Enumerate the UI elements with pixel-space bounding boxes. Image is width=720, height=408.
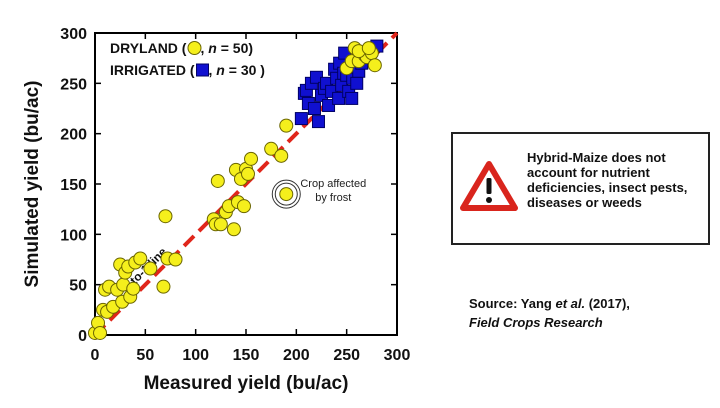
warning-triangle-icon — [460, 161, 518, 211]
legend-dryland-label: DRYLAND ( , n = 50) — [110, 40, 253, 56]
irrigated-point — [322, 98, 336, 112]
callout-box: Hybrid-Maize does not account for nutrie… — [451, 132, 710, 245]
legend-dryland-marker — [187, 41, 202, 55]
dryland-point — [367, 58, 382, 73]
dryland-point — [244, 151, 259, 166]
legend-irrigated-label: IRRIGATED ( , n = 30 ) — [110, 62, 265, 78]
x-tick-label: 100 — [182, 347, 209, 364]
frost-point — [279, 187, 294, 202]
x-tick-label: 0 — [91, 347, 100, 364]
legend: DRYLAND ( , n = 50) IRRIGATED ( , n = 30 … — [110, 40, 265, 78]
dryland-point — [133, 251, 148, 266]
dryland-point — [274, 148, 289, 163]
dryland-point — [168, 252, 183, 267]
dryland-point — [210, 173, 225, 188]
dryland-point — [241, 166, 256, 181]
callout-text: Hybrid-Maize does not account for nutrie… — [527, 150, 688, 210]
frost-label-line1: Crop affected — [300, 178, 366, 190]
one-to-one-line — [93, 31, 399, 337]
irrigated-point — [307, 102, 321, 115]
tick-labels: 0 50 100 150 200 250 300 0 50 100 150 200 250 300 — [60, 26, 410, 364]
source-line-1: Source: Yang et al. (2017), — [469, 294, 719, 313]
legend-irrigated-marker — [196, 63, 210, 77]
frost-ring-inner — [274, 182, 298, 206]
x-tick-label: 300 — [384, 347, 411, 364]
x-axis-label: Measured yield (bu/ac) — [144, 373, 349, 394]
source-year: (2017), — [585, 296, 630, 311]
dryland-point — [279, 118, 294, 133]
source-prefix: Source: Yang — [469, 296, 556, 311]
x-tick-label: 50 — [136, 347, 154, 364]
frost-annotation: Crop affected by frost — [271, 178, 366, 209]
dryland-point — [226, 222, 241, 237]
dryland-point — [126, 281, 141, 296]
y-tick-label: 100 — [60, 227, 87, 244]
y-tick-label: 200 — [60, 127, 87, 144]
dryland-point — [361, 41, 376, 56]
x-tick-label: 250 — [333, 347, 360, 364]
dryland-point — [213, 217, 228, 232]
frost-ring-outer — [271, 179, 301, 209]
irrigated-point — [350, 76, 364, 90]
irrigated-point — [332, 91, 346, 105]
source-citation: Source: Yang et al. (2017), Field Crops … — [469, 294, 719, 332]
source-journal: Field Crops Research — [469, 315, 603, 330]
y-tick-label: 50 — [69, 278, 87, 295]
dryland-point — [143, 261, 158, 276]
dryland-point — [158, 209, 173, 224]
y-tick-label: 250 — [60, 76, 87, 93]
y-axis-label: Simulated yield (bu/ac) — [22, 81, 43, 288]
irrigated-point — [294, 112, 308, 126]
dryland-point — [156, 279, 171, 294]
frost-label-line2: by frost — [315, 192, 351, 204]
dryland-point — [93, 325, 108, 340]
x-tick-label: 200 — [283, 347, 310, 364]
irrigated-point — [311, 115, 325, 129]
points-layer — [88, 39, 384, 340]
irrigated-point — [345, 91, 359, 105]
dryland-point — [236, 199, 251, 214]
x-tick-label: 150 — [233, 347, 260, 364]
source-etal: et al. — [555, 296, 586, 311]
y-tick-label: 0 — [78, 328, 87, 345]
dryland-point — [264, 141, 279, 156]
y-tick-label: 300 — [60, 26, 87, 43]
y-tick-label: 150 — [60, 177, 87, 194]
